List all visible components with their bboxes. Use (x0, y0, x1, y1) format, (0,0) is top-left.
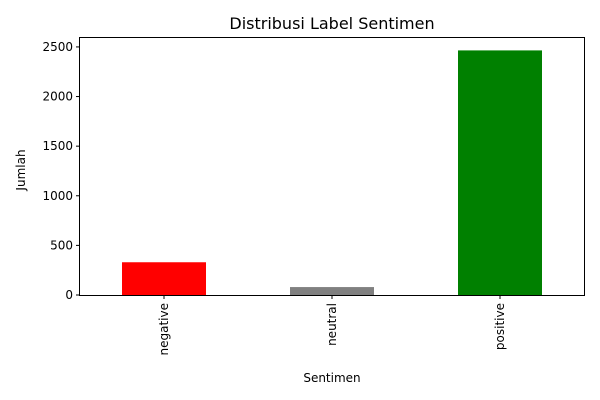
x-tick-label-negative: negative (157, 303, 171, 355)
y-tick-label-2000: 2000 (42, 90, 73, 104)
chart-title: Distribusi Label Sentimen (229, 14, 434, 33)
x-axis-label: Sentimen (303, 371, 360, 385)
bars-group (122, 50, 542, 296)
bar-neutral (290, 287, 374, 295)
y-tick-label-500: 500 (50, 238, 73, 252)
y-axis-label: Jumlah (14, 149, 28, 191)
y-axis: 0 500 1000 1500 2000 2500 (42, 40, 80, 302)
x-tick-label-neutral: neutral (325, 303, 339, 346)
x-tick-label-positive: positive (493, 303, 507, 350)
y-tick-label-2500: 2500 (42, 40, 73, 54)
bar-positive (458, 50, 542, 296)
y-tick-label-0: 0 (65, 288, 73, 302)
plot-frame (79, 37, 585, 296)
x-axis: negative neutral positive (157, 295, 507, 355)
bar-negative (122, 262, 206, 295)
y-tick-label-1000: 1000 (42, 189, 73, 203)
y-tick-label-1500: 1500 (42, 139, 73, 153)
